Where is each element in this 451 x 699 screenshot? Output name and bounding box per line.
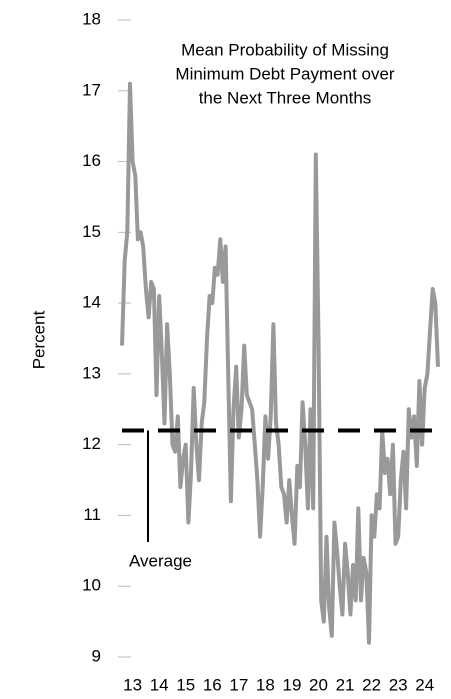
y-tick-label: 10 — [82, 576, 101, 595]
chart-title: the Next Three Months — [199, 88, 372, 107]
x-tick-label: 22 — [362, 675, 381, 694]
y-tick-label: 17 — [82, 80, 101, 99]
x-tick-label: 23 — [389, 675, 408, 694]
x-tick-label: 14 — [150, 675, 169, 694]
average-label: Average — [129, 551, 192, 570]
x-tick-label: 13 — [123, 675, 142, 694]
y-tick-label: 9 — [92, 646, 101, 665]
y-tick-label: 18 — [82, 9, 101, 28]
x-tick-label: 16 — [203, 675, 222, 694]
x-tick-label: 17 — [229, 675, 248, 694]
y-tick-label: 16 — [82, 151, 101, 170]
y-tick-label: 12 — [82, 434, 101, 453]
x-tick-label: 20 — [309, 675, 328, 694]
y-tick-label: 15 — [82, 222, 101, 241]
chart-title: Mean Probability of Missing — [181, 40, 389, 59]
x-tick-label: 15 — [176, 675, 195, 694]
x-tick-label: 24 — [415, 675, 434, 694]
y-tick-label: 13 — [82, 363, 101, 382]
data-line — [120, 81, 440, 645]
y-tick-label: 14 — [82, 293, 101, 312]
y-tick-label: 11 — [83, 505, 101, 524]
x-tick-label: 21 — [336, 675, 355, 694]
x-tick-label: 18 — [256, 675, 275, 694]
y-axis-label: Percent — [29, 310, 48, 369]
x-tick-label: 19 — [282, 675, 301, 694]
chart-title: Minimum Debt Payment over — [175, 64, 395, 83]
